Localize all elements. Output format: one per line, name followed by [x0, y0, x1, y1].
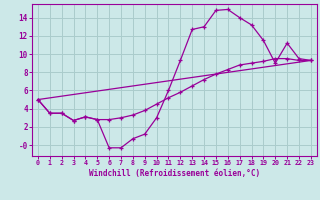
X-axis label: Windchill (Refroidissement éolien,°C): Windchill (Refroidissement éolien,°C) — [89, 169, 260, 178]
